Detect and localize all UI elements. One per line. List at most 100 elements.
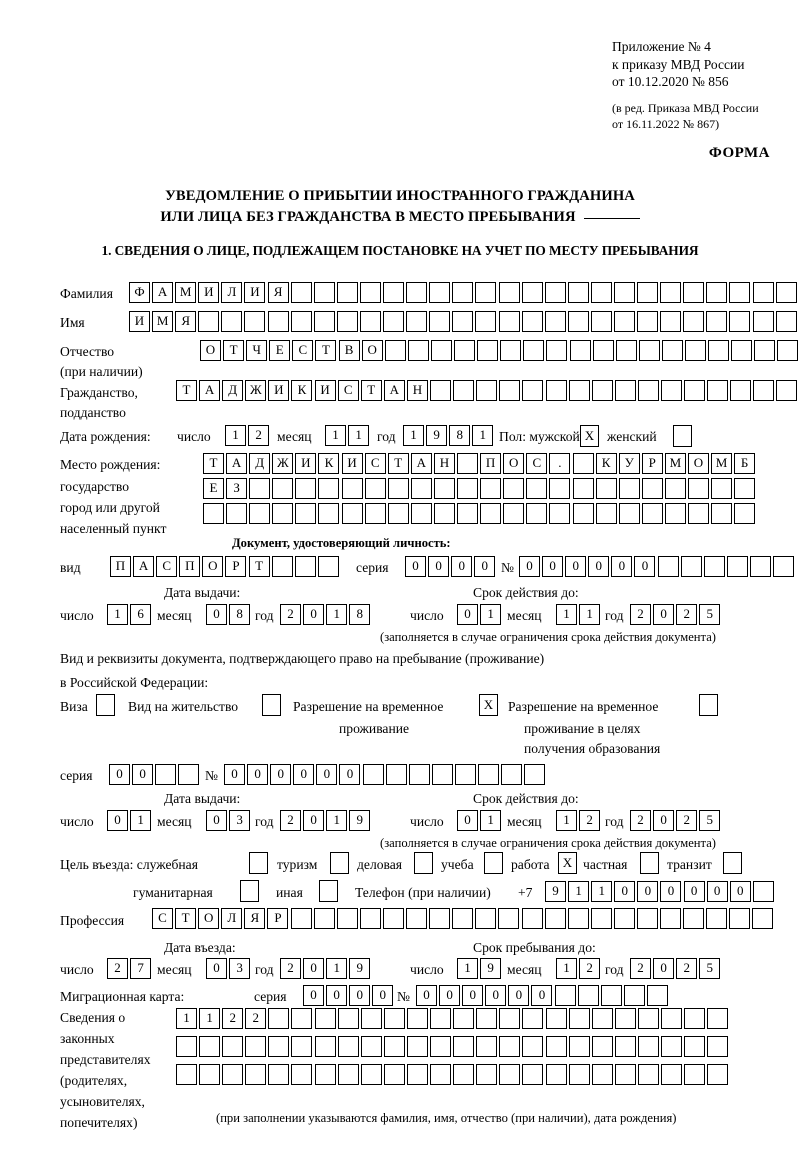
char-box[interactable]: 8 [449,425,471,446]
char-box[interactable]: К [318,453,340,474]
char-box[interactable] [572,453,594,474]
char-box[interactable] [430,340,452,361]
char-box[interactable] [199,1036,221,1057]
char-box[interactable]: 0 [339,764,361,785]
char-box[interactable] [317,556,339,577]
char-box[interactable]: 0 [270,764,292,785]
char-box[interactable]: 2 [579,810,601,831]
char-box[interactable] [406,1008,428,1029]
char-box[interactable] [475,311,497,332]
char-box[interactable]: Т [175,908,197,929]
char-box[interactable] [590,908,612,929]
char-box[interactable] [590,311,612,332]
char-box[interactable]: 0 [462,985,484,1006]
char-box[interactable] [457,503,479,524]
char-box[interactable]: 0 [206,810,227,831]
char-box[interactable]: 0 [474,556,496,577]
char-box[interactable] [664,503,686,524]
char-box[interactable] [684,380,706,401]
char-box[interactable] [614,1036,636,1057]
char-box[interactable] [341,478,363,499]
char-box[interactable]: 1 [556,604,577,625]
char-box[interactable]: 1 [225,425,246,446]
char-box[interactable] [684,1008,706,1029]
char-box[interactable] [203,503,224,524]
char-box[interactable]: 0 [303,604,325,625]
char-box[interactable] [430,1064,452,1085]
char-box[interactable]: Т [176,380,197,401]
char-box[interactable]: 1 [591,881,613,902]
char-box[interactable] [567,311,589,332]
char-box[interactable]: Ф [129,282,150,303]
char-box[interactable] [360,1064,382,1085]
char-box[interactable] [314,1064,336,1085]
char-box[interactable] [549,478,571,499]
char-box[interactable] [707,1008,729,1029]
char-box[interactable] [568,1008,590,1029]
char-box[interactable] [544,908,566,929]
char-box[interactable]: Т [387,453,409,474]
char-box[interactable] [499,380,521,401]
char-box[interactable] [641,503,663,524]
char-box[interactable]: 9 [426,425,448,446]
char-box[interactable]: С [292,340,314,361]
char-box[interactable]: 0 [224,764,245,785]
char-box[interactable]: 1 [199,1008,221,1029]
char-box[interactable] [476,1008,498,1029]
char-box[interactable]: Я [244,908,266,929]
char-box[interactable] [568,380,590,401]
char-box[interactable] [613,908,635,929]
char-box[interactable] [546,340,568,361]
char-box[interactable]: 1 [326,810,348,831]
char-box[interactable] [544,282,566,303]
char-box[interactable] [773,556,795,577]
char-box[interactable] [567,908,589,929]
char-box[interactable] [221,311,243,332]
birthplace-row-3-boxes[interactable] [203,503,756,524]
char-box[interactable] [291,1064,313,1085]
char-box[interactable] [476,380,498,401]
char-box[interactable] [734,478,756,499]
char-box[interactable] [591,1036,613,1057]
char-box[interactable] [498,282,520,303]
char-box[interactable]: И [341,453,363,474]
char-box[interactable]: С [152,908,173,929]
char-box[interactable]: И [314,380,336,401]
char-box[interactable]: К [291,380,313,401]
char-box[interactable] [360,1008,382,1029]
char-box[interactable] [730,380,752,401]
char-box[interactable] [314,1008,336,1029]
char-box[interactable]: 0 [519,556,540,577]
char-box[interactable]: 0 [107,810,128,831]
char-box[interactable] [431,764,453,785]
char-box[interactable]: 0 [634,556,656,577]
char-box[interactable]: 8 [349,604,371,625]
char-box[interactable]: 2 [579,958,601,979]
purpose-work-checkbox[interactable]: X [558,852,577,874]
char-box[interactable] [271,556,293,577]
char-box[interactable] [600,985,622,1006]
char-box[interactable] [503,478,525,499]
char-box[interactable]: 0 [565,556,587,577]
char-box[interactable] [406,311,428,332]
char-box[interactable] [568,1064,590,1085]
char-box[interactable] [480,478,502,499]
char-box[interactable] [387,503,409,524]
char-box[interactable]: И [244,282,266,303]
char-box[interactable]: О [202,556,224,577]
temp-residence-checkbox[interactable]: X [479,694,498,716]
char-box[interactable] [384,340,406,361]
char-box[interactable] [429,908,451,929]
char-box[interactable] [245,1036,267,1057]
rep-row-2-boxes[interactable] [176,1036,729,1057]
char-box[interactable]: 2 [280,604,301,625]
char-box[interactable] [359,311,381,332]
char-box[interactable] [522,1064,544,1085]
char-box[interactable]: 1 [556,958,577,979]
char-box[interactable] [618,478,640,499]
